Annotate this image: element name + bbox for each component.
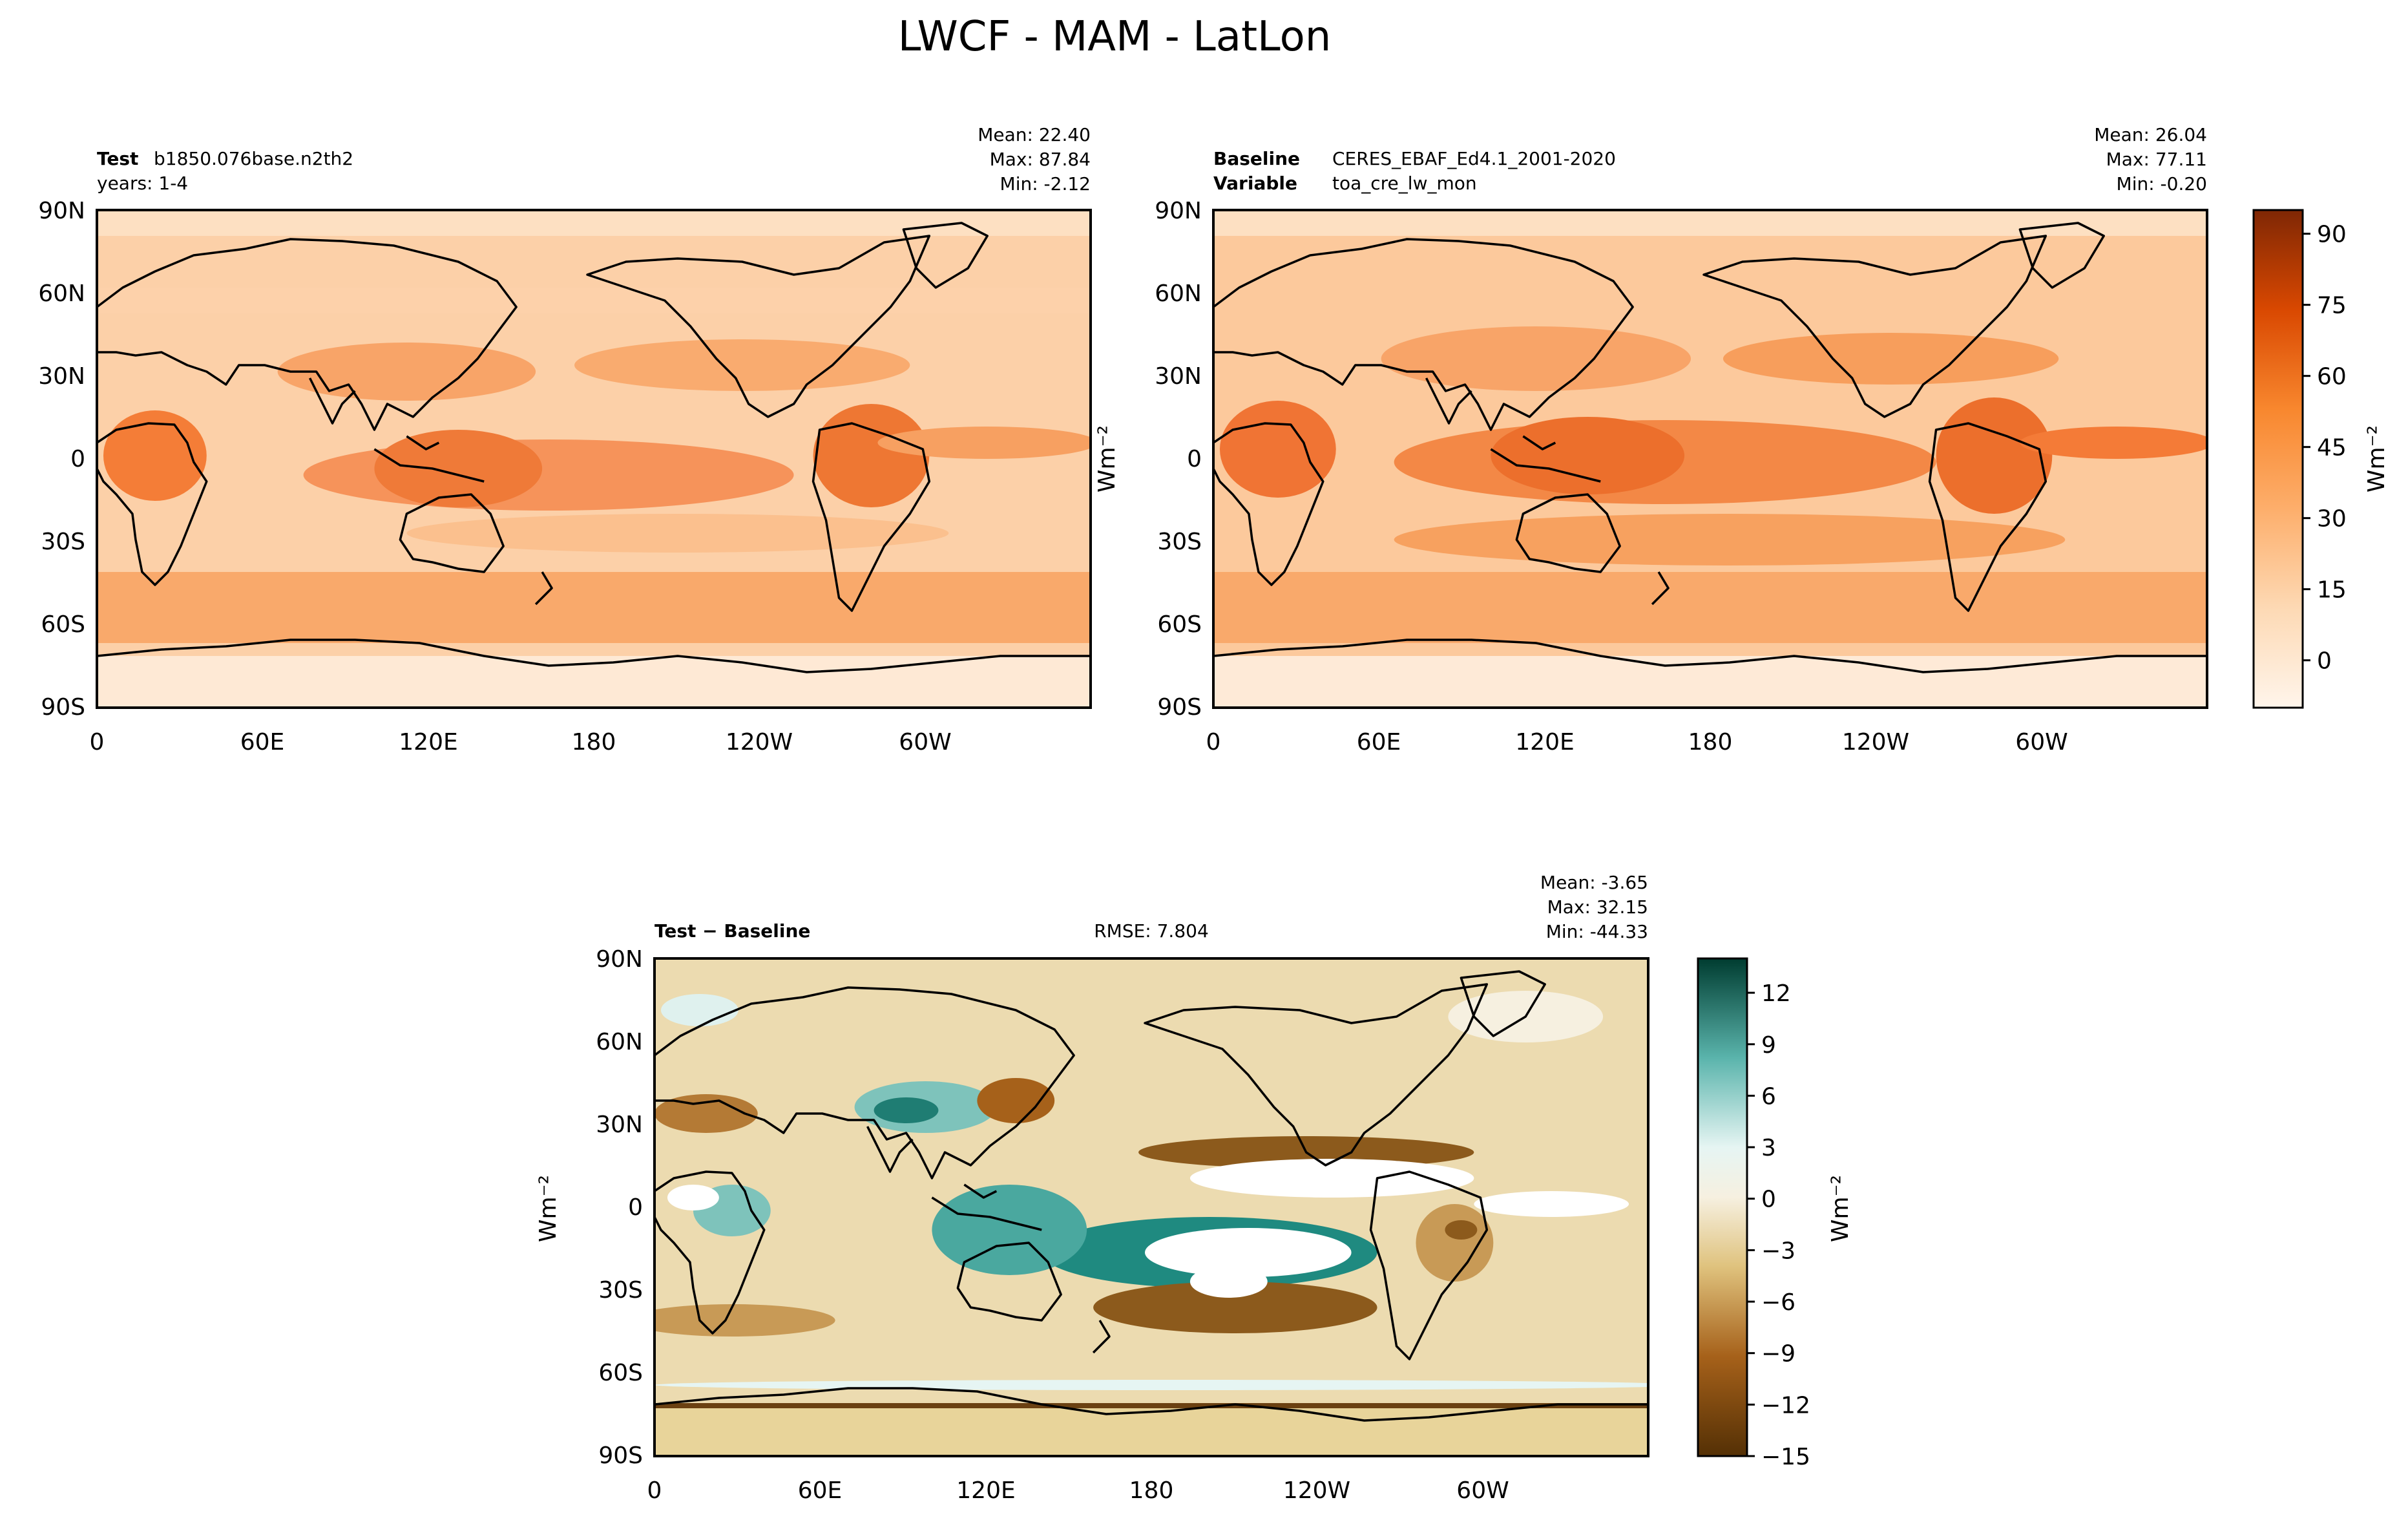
- diff-lon-ticks: 0 60E 120E 180 120W 60W: [647, 1477, 1509, 1504]
- diff-map-area: [653, 957, 1649, 1457]
- colorbar-diff-ticks: 12 9 6 3 0 −3 −6 −9 −12 −15: [1747, 980, 1810, 1470]
- test-lon-120w: 120W: [726, 729, 793, 756]
- test-label-text: b1850.076base.n2th2: [154, 148, 353, 169]
- baseline-lat-0: 0: [1187, 446, 1202, 472]
- baseline-lon-120w: 120W: [1842, 729, 1909, 756]
- colorbar-main-label: Wm⁻²: [2363, 425, 2390, 492]
- test-lat-30s: 30S: [41, 529, 85, 555]
- diff-lon-120w: 120W: [1283, 1477, 1350, 1504]
- colorbar-diff-bar: [1697, 957, 1748, 1457]
- test-lon-ticks: 0 60E 120E 180 120W 60W: [90, 729, 952, 756]
- panel-diff: Test − Baseline RMSE: 7.804 Mean: -3.65 …: [535, 872, 1649, 1504]
- baseline-map-area: [1212, 209, 2208, 709]
- baseline-lon-60w: 60W: [2015, 729, 2068, 756]
- colorbar-diff-tick-label: −6: [1761, 1289, 1796, 1316]
- colorbar-main-tick-label: 75: [2317, 293, 2347, 319]
- baseline-ylabel: Wm⁻²: [1094, 425, 1120, 492]
- colorbar-main: 90 75 60 45 30 15 0 Wm⁻²: [2252, 209, 2390, 709]
- colorbar-diff-tick-label: −15: [1761, 1444, 1810, 1470]
- test-stat-max: Max: 87.84: [990, 149, 1091, 170]
- diff-stat-min: Min: -44.33: [1546, 921, 1648, 942]
- baseline-lat-60n: 60N: [1155, 280, 1202, 307]
- colorbar-main-tick-label: 90: [2317, 222, 2347, 248]
- colorbar-diff-tick-label: 12: [1761, 980, 1791, 1007]
- baseline-lat-ticks: 90N 60N 30N 0 30S 60S 90S: [1155, 198, 1202, 721]
- panel-test: Test b1850.076base.n2th2 years: 1-4 Mean…: [38, 124, 1092, 756]
- colorbar-main-tick-label: 15: [2317, 577, 2347, 604]
- baseline-label-text: CERES_EBAF_Ed4.1_2001-2020: [1332, 148, 1616, 169]
- diff-lat-60s: 60S: [598, 1360, 643, 1386]
- baseline-variable-text: toa_cre_lw_mon: [1332, 173, 1477, 194]
- baseline-lat-90n: 90N: [1155, 198, 1202, 224]
- colorbar-diff: 12 9 6 3 0 −3 −6 −9 −12 −15 Wm⁻²: [1697, 957, 1854, 1470]
- test-lat-0: 0: [70, 446, 85, 472]
- diff-lat-90n: 90N: [596, 946, 643, 973]
- test-lon-180: 180: [572, 729, 616, 756]
- colorbar-main-bar: [2252, 209, 2304, 709]
- colorbar-main-tick-label: 45: [2317, 435, 2347, 461]
- colorbar-main-tick-label: 60: [2317, 364, 2347, 390]
- baseline-lat-60s: 60S: [1157, 611, 1202, 638]
- colorbar-diff-tick-label: −12: [1761, 1392, 1810, 1419]
- test-map-area: [96, 209, 1092, 709]
- diff-lat-30n: 30N: [596, 1112, 643, 1138]
- diff-lat-ticks: 90N 60N 30N 0 30S 60S 90S: [596, 946, 643, 1469]
- test-stat-min: Min: -2.12: [1000, 173, 1091, 195]
- colorbar-diff-tick-label: −9: [1761, 1341, 1796, 1368]
- test-label-bold: Test: [97, 148, 138, 169]
- colorbar-diff-tick-label: 9: [1761, 1032, 1776, 1059]
- baseline-lat-30s: 30S: [1157, 529, 1202, 555]
- colorbar-main-tick-label: 0: [2317, 648, 2332, 675]
- test-stat-mean: Mean: 22.40: [978, 124, 1091, 145]
- baseline-label-bold: Baseline: [1213, 148, 1300, 169]
- baseline-lon-120e: 120E: [1515, 729, 1574, 756]
- colorbar-main-ticks: 90 75 60 45 30 15 0: [2303, 222, 2347, 675]
- colorbar-diff-tick-label: 0: [1761, 1187, 1776, 1213]
- diff-lat-30s: 30S: [598, 1277, 643, 1304]
- diff-stat-max: Max: 32.15: [1547, 896, 1648, 918]
- test-lat-60n: 60N: [38, 280, 85, 307]
- diff-lon-60w: 60W: [1456, 1477, 1509, 1504]
- test-lon-60e: 60E: [240, 729, 285, 756]
- baseline-lon-180: 180: [1688, 729, 1733, 756]
- diff-lon-180: 180: [1129, 1477, 1174, 1504]
- test-lon-120e: 120E: [399, 729, 457, 756]
- colorbar-diff-label: Wm⁻²: [1827, 1175, 1854, 1242]
- panel-baseline: Baseline CERES_EBAF_Ed4.1_2001-2020 Vari…: [1094, 124, 2208, 756]
- diff-lon-0: 0: [647, 1477, 662, 1504]
- baseline-lon-0: 0: [1206, 729, 1221, 756]
- diff-lon-60e: 60E: [798, 1477, 843, 1504]
- diff-lat-60n: 60N: [596, 1029, 643, 1055]
- test-lat-30n: 30N: [38, 363, 85, 390]
- diff-rmse: RMSE: 7.804: [1094, 920, 1209, 942]
- test-lon-0: 0: [90, 729, 105, 756]
- figure-title: LWCF - MAM - LatLon: [898, 13, 1332, 61]
- test-lon-60w: 60W: [899, 729, 951, 756]
- baseline-lon-60e: 60E: [1357, 729, 1401, 756]
- test-lat-90s: 90S: [41, 694, 85, 721]
- baseline-stat-mean: Mean: 26.04: [2094, 124, 2207, 145]
- colorbar-diff-tick-label: 3: [1761, 1135, 1776, 1161]
- diff-label-bold: Test − Baseline: [654, 920, 810, 942]
- test-lat-60s: 60S: [41, 611, 85, 638]
- colorbar-diff-tick-label: −3: [1761, 1238, 1796, 1264]
- test-lat-ticks: 90N 60N 30N 0 30S 60S 90S: [38, 198, 85, 721]
- baseline-stat-max: Max: 77.11: [2106, 149, 2207, 170]
- colorbar-main-tick-label: 30: [2317, 506, 2347, 533]
- test-label-years: years: 1-4: [97, 173, 188, 194]
- diff-lat-0: 0: [628, 1194, 643, 1221]
- baseline-stat-min: Min: -0.20: [2117, 173, 2207, 195]
- diff-ylabel: Wm⁻²: [535, 1175, 561, 1242]
- diff-lon-120e: 120E: [956, 1477, 1015, 1504]
- diff-lat-90s: 90S: [598, 1443, 643, 1469]
- diff-stat-mean: Mean: -3.65: [1540, 872, 1648, 893]
- colorbar-diff-tick-label: 6: [1761, 1083, 1776, 1110]
- baseline-variable-bold: Variable: [1213, 173, 1297, 194]
- test-lat-90n: 90N: [38, 198, 85, 224]
- baseline-lat-30n: 30N: [1155, 363, 1202, 390]
- baseline-lat-90s: 90S: [1157, 694, 1202, 721]
- baseline-lon-ticks: 0 60E 120E 180 120W 60W: [1206, 729, 2068, 756]
